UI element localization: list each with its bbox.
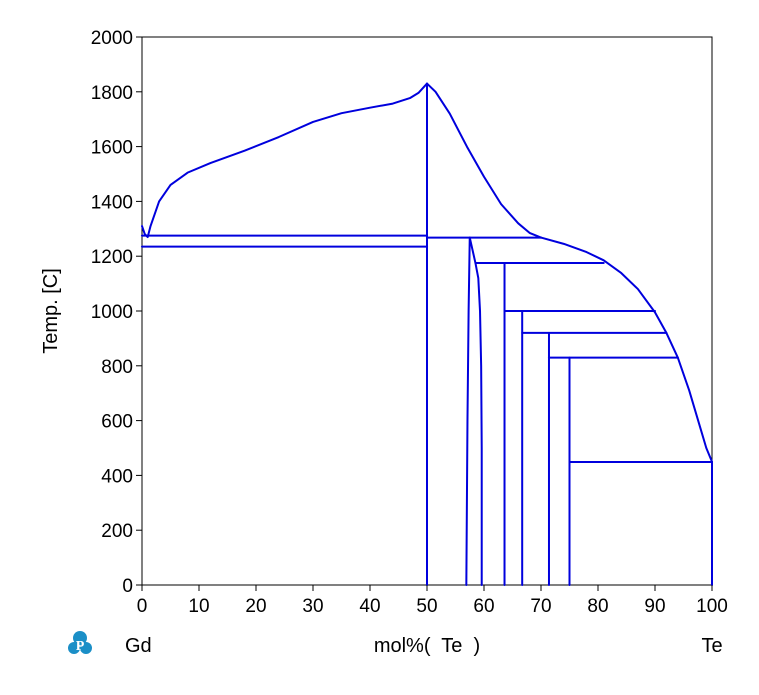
curve-phase-boundary-left xyxy=(465,236,471,586)
x-tick-label: 10 xyxy=(188,596,209,617)
x-tick-label: 90 xyxy=(644,596,665,617)
y-tick-label: 1400 xyxy=(91,192,133,213)
right-element-label: Te xyxy=(701,635,722,657)
y-tick-label: 600 xyxy=(101,412,133,433)
x-tick-label: 100 xyxy=(696,596,728,617)
left-element-label: Gd xyxy=(125,635,152,657)
axis-ticks xyxy=(136,36,713,591)
y-tick-label: 400 xyxy=(101,466,133,487)
y-tick-label: 0 xyxy=(122,576,133,597)
y-tick-label: 1000 xyxy=(91,302,133,323)
curve-liquidus-te-side-upper xyxy=(426,82,542,239)
thermo-calc-p-logo-icon: P xyxy=(68,631,92,654)
x-tick-label: 20 xyxy=(245,596,266,617)
y-tick-label: 2000 xyxy=(91,28,133,49)
y-tick-label: 200 xyxy=(101,521,133,542)
y-tick-label: 800 xyxy=(101,357,133,378)
x-tick-label: 70 xyxy=(530,596,551,617)
y-tick-label: 1600 xyxy=(91,138,133,159)
x-tick-label: 80 xyxy=(587,596,608,617)
axis-tick-labels: 0 10 20 30 40 50 60 70 80 90 100020040060080010001… xyxy=(91,28,728,617)
y-axis-label: Temp. [C] xyxy=(40,268,62,354)
curve-liquidus-te-side-lower xyxy=(540,236,713,463)
y-tick-label: 1800 xyxy=(91,83,133,104)
phase-boundary-curves xyxy=(141,82,713,586)
svg-text:P: P xyxy=(76,639,85,654)
curve-liquidus-gd-side xyxy=(141,82,428,239)
x-tick-label: 50 xyxy=(416,596,437,617)
x-tick-label: 40 xyxy=(359,596,380,617)
x-tick-label: 60 xyxy=(473,596,494,617)
curve-phase-boundary-right xyxy=(468,236,483,586)
x-tick-label: 0 xyxy=(137,596,148,617)
x-axis-label: mol%( Te ) xyxy=(374,635,480,657)
x-tick-label: 30 xyxy=(302,596,323,617)
y-tick-label: 1200 xyxy=(91,247,133,268)
